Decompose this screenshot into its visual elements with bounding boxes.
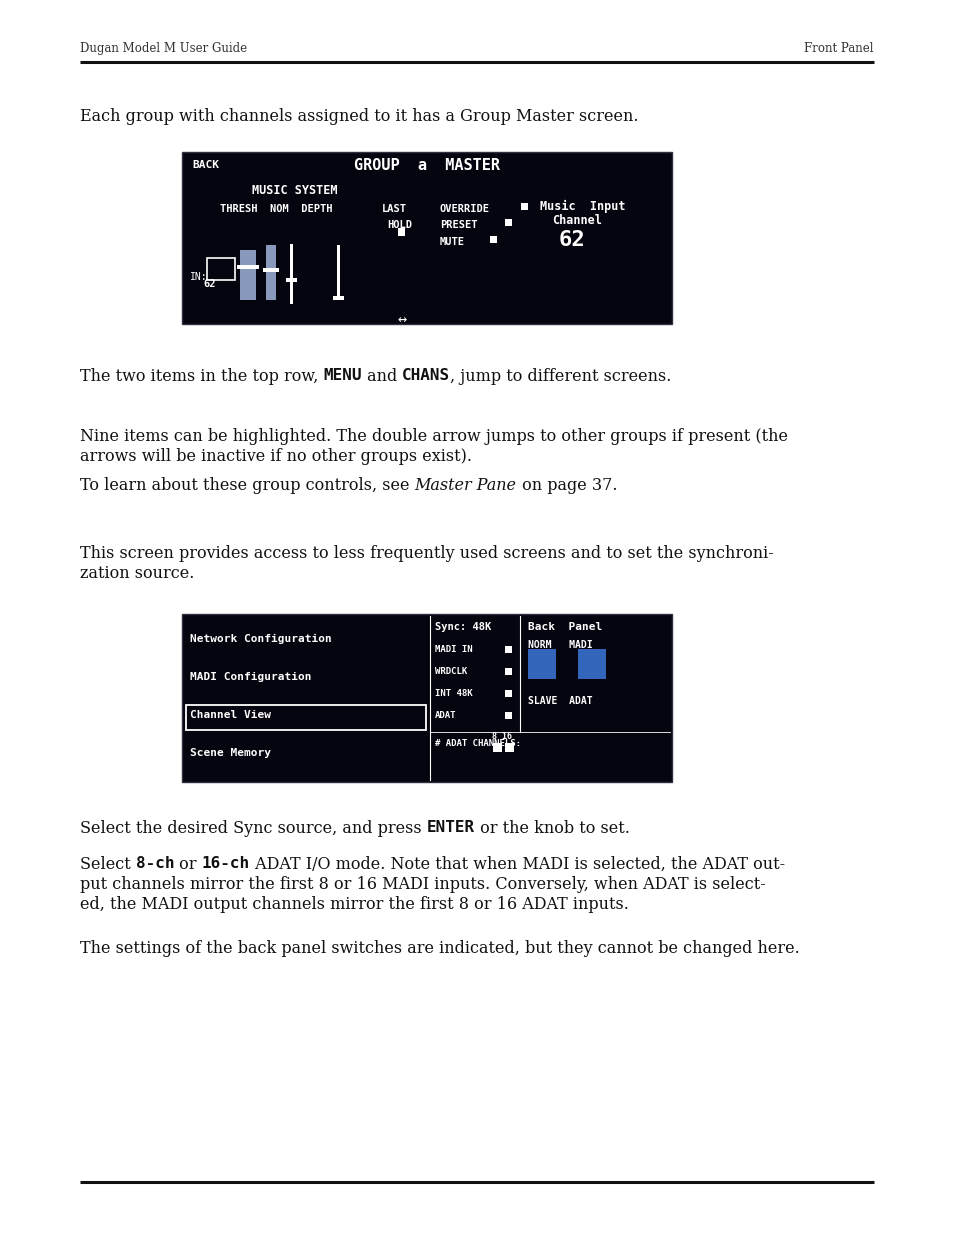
Bar xyxy=(182,152,671,324)
Bar xyxy=(504,646,512,653)
Text: MUTE: MUTE xyxy=(439,237,464,247)
Bar xyxy=(286,278,296,282)
Bar xyxy=(504,668,512,676)
Text: LAST: LAST xyxy=(381,204,407,214)
Text: Channel View: Channel View xyxy=(190,710,271,720)
Text: NORM   MADI: NORM MADI xyxy=(527,640,592,650)
Text: Back  Panel: Back Panel xyxy=(527,622,601,632)
Text: Each group with channels assigned to it has a Group Master screen.: Each group with channels assigned to it … xyxy=(80,107,638,125)
Text: Select the desired Sync source, and press: Select the desired Sync source, and pres… xyxy=(80,820,426,837)
Bar xyxy=(336,245,339,300)
Text: Nine items can be highlighted. The double arrow jumps to other groups if present: Nine items can be highlighted. The doubl… xyxy=(80,429,787,445)
Text: put channels mirror the first 8 or 16 MADI inputs. Conversely, when ADAT is sele: put channels mirror the first 8 or 16 MA… xyxy=(80,876,765,893)
Text: MADI Configuration: MADI Configuration xyxy=(190,672,312,682)
Text: Dugan Model M User Guide: Dugan Model M User Guide xyxy=(80,42,247,54)
Text: ENTER: ENTER xyxy=(426,820,475,835)
Bar xyxy=(504,219,512,226)
Text: WRDCLK: WRDCLK xyxy=(435,667,467,676)
Text: ed, the MADI output channels mirror the first 8 or 16 ADAT inputs.: ed, the MADI output channels mirror the … xyxy=(80,897,628,913)
Text: INT 48K: INT 48K xyxy=(435,689,472,698)
Bar xyxy=(397,228,405,236)
Bar xyxy=(333,296,344,300)
Bar xyxy=(207,258,234,280)
Text: BACK: BACK xyxy=(192,161,219,170)
Text: PRESET: PRESET xyxy=(439,220,477,230)
Text: Master Pane: Master Pane xyxy=(415,477,517,494)
Text: 62: 62 xyxy=(558,230,585,249)
Text: 16-ch: 16-ch xyxy=(202,856,250,871)
Text: Channel: Channel xyxy=(552,214,601,227)
Bar xyxy=(504,690,512,697)
Text: on page 37.: on page 37. xyxy=(517,477,617,494)
Text: The two items in the top row,: The two items in the top row, xyxy=(80,368,323,385)
Text: or the knob to set.: or the knob to set. xyxy=(475,820,629,837)
Text: OVERRIDE: OVERRIDE xyxy=(439,204,490,214)
Text: IN:: IN: xyxy=(190,272,208,282)
Text: MADI IN: MADI IN xyxy=(435,645,472,655)
Text: 8-ch: 8-ch xyxy=(135,856,174,871)
Text: HOLD: HOLD xyxy=(387,220,412,230)
Text: 62: 62 xyxy=(204,279,216,289)
Bar xyxy=(240,249,255,300)
Text: ↔: ↔ xyxy=(397,312,406,327)
Text: Select: Select xyxy=(80,856,135,873)
Bar xyxy=(493,743,501,752)
Text: GROUP  a  MASTER: GROUP a MASTER xyxy=(354,158,499,173)
Text: # ADAT CHANNELS:: # ADAT CHANNELS: xyxy=(435,739,520,748)
Text: , jump to different screens.: , jump to different screens. xyxy=(450,368,671,385)
Bar xyxy=(236,266,258,269)
Bar xyxy=(290,245,293,304)
Bar xyxy=(490,236,497,243)
Text: 8 16: 8 16 xyxy=(492,732,512,741)
Text: and: and xyxy=(361,368,402,385)
Bar xyxy=(527,650,556,679)
Bar xyxy=(504,713,512,719)
Bar xyxy=(520,203,527,210)
Bar xyxy=(578,650,605,679)
Text: ADAT I/O mode. Note that when MADI is selected, the ADAT out-: ADAT I/O mode. Note that when MADI is se… xyxy=(250,856,784,873)
Text: ADAT: ADAT xyxy=(435,711,456,720)
Bar xyxy=(186,705,426,730)
Bar xyxy=(263,268,278,272)
Text: Sync: 48K: Sync: 48K xyxy=(435,622,491,632)
Text: arrows will be inactive if no other groups exist).: arrows will be inactive if no other grou… xyxy=(80,448,472,466)
Text: Front Panel: Front Panel xyxy=(803,42,873,54)
Text: zation source.: zation source. xyxy=(80,564,194,582)
Text: MENU: MENU xyxy=(323,368,361,383)
Text: SLAVE  ADAT: SLAVE ADAT xyxy=(527,697,592,706)
Bar xyxy=(504,743,514,752)
Text: Network Configuration: Network Configuration xyxy=(190,634,332,643)
Text: Scene Memory: Scene Memory xyxy=(190,748,271,758)
Text: The settings of the back panel switches are indicated, but they cannot be change: The settings of the back panel switches … xyxy=(80,940,799,957)
Text: CHANS: CHANS xyxy=(402,368,450,383)
Text: THRESH  NOM  DEPTH: THRESH NOM DEPTH xyxy=(220,204,333,214)
Text: Music  Input: Music Input xyxy=(539,200,625,214)
Bar xyxy=(182,614,671,782)
Bar xyxy=(266,245,275,300)
Text: To learn about these group controls, see: To learn about these group controls, see xyxy=(80,477,415,494)
Text: This screen provides access to less frequently used screens and to set the synch: This screen provides access to less freq… xyxy=(80,545,773,562)
Text: or: or xyxy=(174,856,202,873)
Text: MUSIC SYSTEM: MUSIC SYSTEM xyxy=(252,184,337,198)
